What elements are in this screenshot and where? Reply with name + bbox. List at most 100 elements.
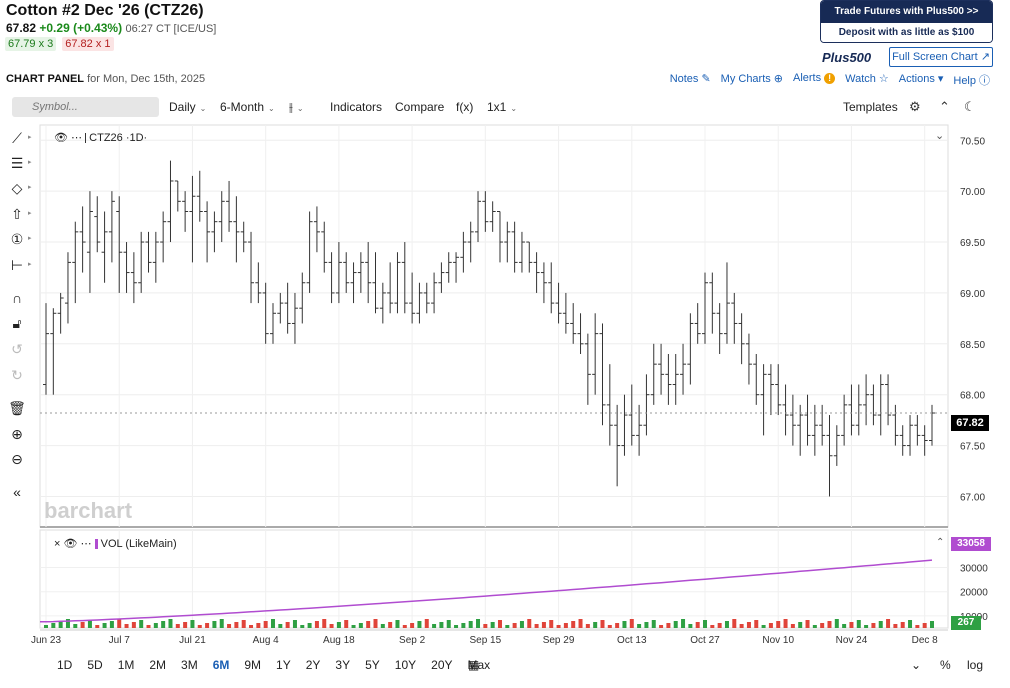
promo-line-1[interactable]: Trade Futures with Plus500 >> xyxy=(821,1,992,23)
period-5d[interactable]: 5D xyxy=(87,658,103,672)
measure-tool-icon[interactable]: ⊢ ▸ xyxy=(10,257,32,273)
volume-bar xyxy=(527,619,532,628)
fibonacci-tool-icon[interactable]: ☰ ▸ xyxy=(10,155,32,171)
volume-bar xyxy=(263,621,268,628)
layout-label[interactable]: 1x1 xyxy=(487,100,507,114)
alerts-label[interactable]: Alerts xyxy=(793,72,822,84)
full-screen-chart-button[interactable]: Full Screen Chart ↗ xyxy=(889,47,993,67)
my-charts-label[interactable]: My Charts xyxy=(720,73,771,85)
ohlc-bar xyxy=(899,425,906,456)
moon-icon[interactable]: ☾ xyxy=(964,99,976,114)
y-tick-label: 70.00 xyxy=(960,187,985,198)
lock-icon[interactable]: 🔓︎ xyxy=(12,315,22,331)
shapes-tool-icon[interactable]: ◇ ▸ xyxy=(11,180,32,196)
more-icon[interactable]: ⋯ xyxy=(71,132,83,144)
period-1d[interactable]: 1D xyxy=(57,658,73,672)
notes-link[interactable]: Notes ✎ xyxy=(670,72,711,88)
ohlc-bar xyxy=(189,175,196,263)
gear-icon[interactable]: ⚙ xyxy=(909,99,921,114)
volume-bar xyxy=(44,625,48,628)
volume-pane xyxy=(40,559,934,628)
period-1y[interactable]: 1Y xyxy=(276,658,291,672)
trash-icon[interactable]: 🗑︎ xyxy=(8,400,26,416)
collapse-tools-icon[interactable]: « xyxy=(13,484,21,500)
percent-toggle[interactable]: % xyxy=(940,658,951,672)
interval-select[interactable]: Daily ⌄ xyxy=(169,100,206,114)
alerts-link[interactable]: Alerts! xyxy=(793,72,836,88)
volume-legend: × 👁︎ ⋯ VOL (LikeMain) xyxy=(54,537,177,550)
promo-line-2[interactable]: Deposit with as little as $100 xyxy=(821,23,992,42)
ohlc-bar xyxy=(101,211,108,283)
notes-label[interactable]: Notes xyxy=(669,73,699,85)
bar-type-select[interactable]: ⫲ ⌄ xyxy=(289,100,304,115)
range-label[interactable]: 6-Month xyxy=(220,100,265,114)
help-link[interactable]: Help ⓘ xyxy=(953,72,990,88)
plus500-logo[interactable]: Plus500 xyxy=(822,50,872,65)
trendline-tool-icon[interactable]: ⟋ ▸ xyxy=(12,130,32,146)
ohlc-bar xyxy=(870,384,877,426)
period-20y[interactable]: 20Y xyxy=(431,658,453,672)
log-toggle[interactable]: log xyxy=(967,658,984,672)
period-10y[interactable]: 10Y xyxy=(394,658,417,672)
undo-icon[interactable]: ↺ xyxy=(11,341,23,357)
chevron-up-icon[interactable]: ⌃ xyxy=(936,537,945,548)
calendar-icon[interactable]: ▦ xyxy=(468,658,480,672)
ohlc-bar xyxy=(745,333,752,385)
ohlc-bar xyxy=(233,196,240,263)
period-3m[interactable]: 3M xyxy=(181,658,198,672)
eye-icon[interactable]: 👁︎ xyxy=(54,132,68,144)
compare-button[interactable]: Compare xyxy=(395,100,445,114)
help-label[interactable]: Help xyxy=(953,75,976,87)
period-3y[interactable]: 3Y xyxy=(335,658,351,672)
magnet-icon[interactable]: ∩ xyxy=(11,290,23,306)
symbol-search-input[interactable] xyxy=(12,97,159,117)
ohlc-bar xyxy=(350,262,357,304)
arrow-tool-icon[interactable]: ⇧ ▸ xyxy=(11,206,32,222)
volume-bar xyxy=(175,624,180,628)
indicators-button[interactable]: Indicators xyxy=(330,100,383,114)
volume-bar xyxy=(351,625,356,628)
actions-label[interactable]: Actions xyxy=(898,73,935,85)
x-tick-label: Aug 18 xyxy=(323,635,355,646)
period-2m[interactable]: 2M xyxy=(149,658,167,672)
ohlc-bar xyxy=(518,231,525,273)
layout-select[interactable]: 1x1 ⌄ xyxy=(487,100,517,114)
chevron-down-icon[interactable]: ⌄ xyxy=(935,130,945,142)
volume-bar xyxy=(893,624,898,628)
templates-button[interactable]: Templates xyxy=(843,100,898,114)
pencil-icon: ✎ xyxy=(701,73,711,85)
period-9m[interactable]: 9M xyxy=(244,658,262,672)
eye-icon[interactable]: 👁︎ xyxy=(63,538,78,550)
interval-label[interactable]: Daily xyxy=(169,100,196,114)
volume-bar xyxy=(117,619,122,628)
zoom-out-icon[interactable]: ⊖ xyxy=(11,451,23,467)
period-max[interactable]: Max xyxy=(467,658,491,672)
plus500-promo[interactable]: Trade Futures with Plus500 >> Deposit wi… xyxy=(820,0,993,43)
volume-bar xyxy=(344,620,349,628)
range-select[interactable]: 6-Month ⌄ xyxy=(220,100,275,114)
close-icon[interactable]: × xyxy=(54,538,61,550)
collapse-icon[interactable]: ⌃ xyxy=(939,99,950,114)
period-6m[interactable]: 6M xyxy=(212,658,230,672)
bid-badge: 67.79 x 3 xyxy=(5,37,57,51)
ohlc-bar xyxy=(372,252,379,314)
ohlc-bars-icon: ⫲ xyxy=(289,100,293,114)
volume-bar xyxy=(549,620,554,628)
period-5y[interactable]: 5Y xyxy=(365,658,380,672)
volume-bar xyxy=(366,621,371,628)
redo-icon[interactable]: ↻ xyxy=(11,367,23,383)
watch-link[interactable]: Watch ☆ xyxy=(845,72,889,88)
more-icon[interactable]: ⋯ xyxy=(80,538,92,550)
zoom-in-icon[interactable]: ⊕ xyxy=(11,426,23,442)
fx-button[interactable]: f(x) xyxy=(456,100,474,114)
watch-label[interactable]: Watch xyxy=(845,73,876,85)
annotation-tool-icon[interactable]: ① ▸ xyxy=(10,231,32,247)
ohlc-bar xyxy=(804,394,811,446)
period-1m[interactable]: 1M xyxy=(117,658,135,672)
period-2y[interactable]: 2Y xyxy=(305,658,321,672)
price-change: +0.29 (+0.43%) xyxy=(39,21,123,35)
my-charts-link[interactable]: My Charts ⊕ xyxy=(721,72,783,88)
actions-menu[interactable]: Actions ▾ xyxy=(899,72,944,88)
chevron-down-icon[interactable]: ⌄ xyxy=(911,658,922,672)
